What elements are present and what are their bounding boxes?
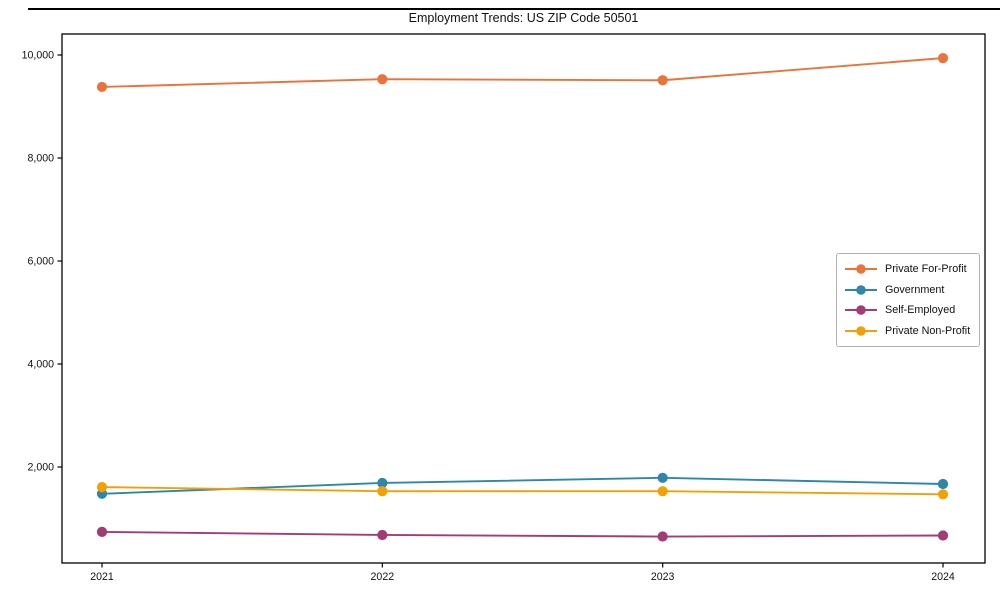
data-point-marker <box>657 472 668 483</box>
y-tick-label: 6,000 <box>27 256 54 268</box>
legend-label: Private For-Profit <box>885 263 967 276</box>
y-tick-label: 2,000 <box>27 462 54 474</box>
data-point-marker <box>657 531 668 542</box>
y-tick-label: 8,000 <box>27 153 54 165</box>
legend-label: Private Non-Profit <box>885 324 971 337</box>
legend-item-self-employed: Self-Employed <box>844 300 970 321</box>
legend-marker <box>845 305 877 316</box>
data-point-marker <box>377 486 388 497</box>
legend-marker <box>845 264 877 275</box>
data-point-marker <box>937 530 949 541</box>
data-point-marker <box>377 529 388 541</box>
x-tick-label: 2021 <box>90 571 114 583</box>
data-point-marker <box>96 526 108 537</box>
y-tick-label: 10,000 <box>22 50 55 62</box>
data-point-marker <box>937 478 949 490</box>
data-point-marker <box>96 81 108 93</box>
x-tick-label: 2024 <box>931 571 955 583</box>
chart-title: Employment Trends: US ZIP Code 50501 <box>408 11 639 25</box>
data-point-marker <box>937 489 949 500</box>
legend-marker <box>845 284 877 295</box>
legend-item-government: Government <box>844 280 970 301</box>
legend-item-private-for-profit: Private For-Profit <box>844 259 970 280</box>
legend-label: Self-Employed <box>885 304 956 317</box>
legend-marker <box>845 325 877 336</box>
legend-label: Government <box>885 283 945 296</box>
legend-item-private-non-profit: Private Non-Profit <box>844 321 970 342</box>
data-point-marker <box>377 477 388 489</box>
data-point-marker <box>377 74 388 85</box>
axes-box <box>61 33 986 564</box>
window-top-border <box>28 8 1000 10</box>
x-tick-label: 2022 <box>371 571 395 583</box>
y-tick-label: 4,000 <box>27 359 54 371</box>
data-point-marker <box>657 486 668 497</box>
x-tick-label: 2023 <box>651 571 675 583</box>
series-line <box>101 530 944 538</box>
legend: Private For-Profit Government Self-Employe… <box>836 253 981 347</box>
data-point-marker <box>657 75 668 86</box>
data-point-marker <box>937 53 949 64</box>
data-point-marker <box>96 481 108 493</box>
series-line <box>101 57 944 88</box>
series-line <box>101 486 944 496</box>
